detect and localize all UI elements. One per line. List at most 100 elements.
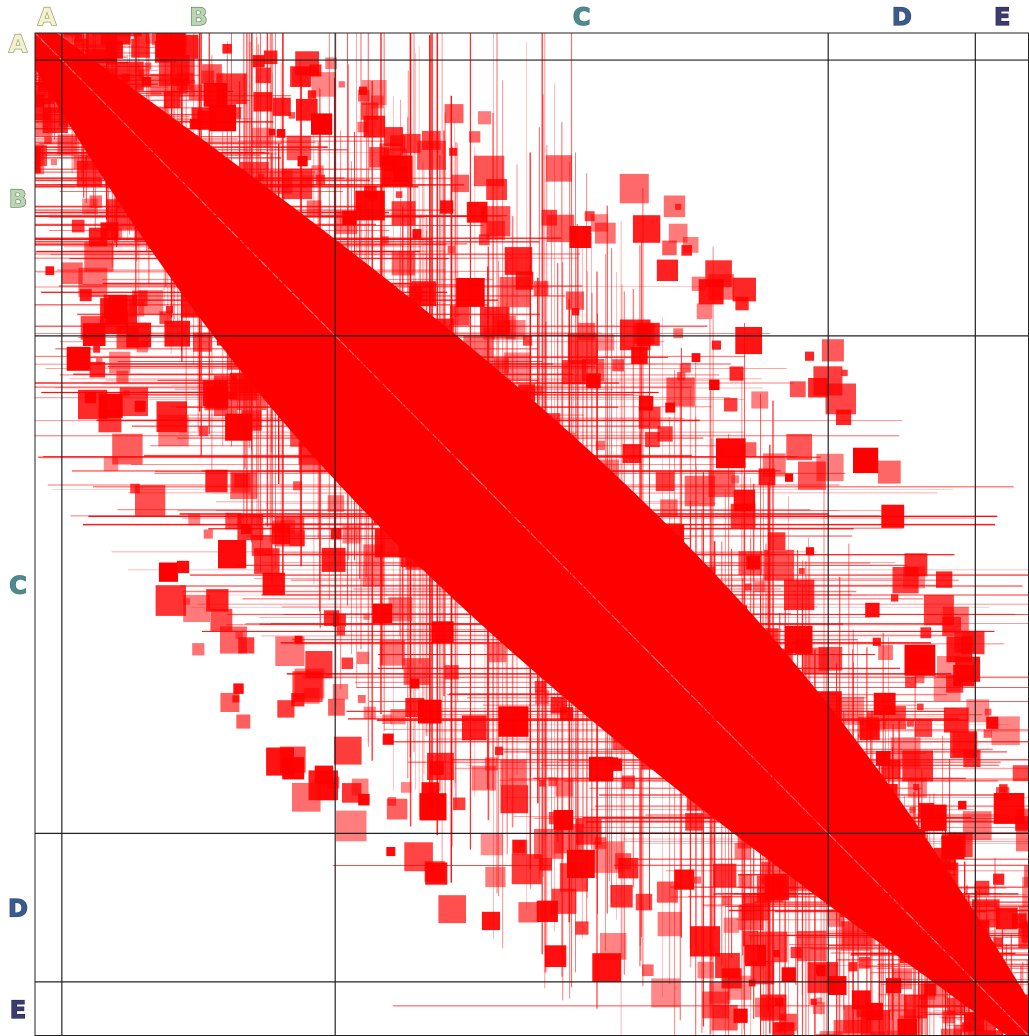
matrix-block: [786, 434, 813, 461]
matrix-block: [188, 84, 205, 101]
matrix-block: [808, 378, 828, 398]
matrix-block: [379, 639, 406, 666]
matrix-block: [709, 379, 720, 390]
matrix-block: [351, 778, 369, 796]
matrix-block: [708, 274, 734, 300]
matrix-block: [383, 148, 407, 172]
matrix-block: [920, 627, 932, 639]
matrix-block: [619, 173, 649, 204]
matrix-block: [1012, 765, 1029, 782]
matrix-block: [444, 104, 464, 124]
matrix-block: [805, 547, 815, 556]
matrix-block: [905, 676, 917, 688]
matrix-block: [311, 68, 319, 76]
matrix-block: [924, 983, 937, 996]
matrix-block: [358, 89, 370, 102]
matrix-block: [690, 926, 720, 957]
matrix-block: [288, 112, 296, 119]
matrix-block: [485, 866, 506, 888]
matrix-block: [156, 401, 187, 433]
matrix-block: [691, 353, 701, 362]
matrix-block: [420, 404, 451, 435]
matrix-block: [914, 719, 933, 737]
matrix-block: [846, 838, 864, 856]
matrix-block: [187, 272, 206, 292]
matrix-block: [594, 222, 616, 244]
matrix-block: [382, 733, 394, 745]
matrix-block: [569, 226, 592, 248]
matrix-block: [810, 998, 817, 1005]
matrix-block: [216, 333, 229, 346]
matrix-block: [865, 602, 880, 618]
matrix-block: [369, 192, 378, 201]
matrix-block: [298, 441, 321, 465]
matrix-block: [612, 359, 625, 372]
matrix-block: [907, 828, 926, 848]
column-hairlines: [35, 33, 1028, 1036]
matrix-block: [758, 468, 776, 486]
matrix-block: [76, 160, 103, 187]
matrix-block: [44, 136, 52, 145]
matrix-block: [6, 97, 14, 105]
matrix-block: [751, 960, 775, 985]
matrix-block: [50, 158, 57, 166]
matrix-block: [188, 513, 201, 526]
matrix-block: [391, 201, 416, 226]
matrix-block: [694, 876, 701, 884]
matrix-block: [105, 155, 134, 184]
matrix-block: [518, 902, 539, 923]
matrix-block: [112, 433, 143, 465]
matrix-block: [6, 80, 26, 100]
row-group-label: C: [9, 572, 27, 600]
matrix-block: [586, 600, 593, 607]
matrix-block: [272, 97, 291, 116]
matrix-block: [172, 261, 187, 277]
matrix-block: [109, 351, 131, 374]
matrix-block: [145, 33, 156, 44]
matrix-block: [473, 389, 500, 416]
matrix-block: [902, 750, 933, 782]
matrix-block: [180, 288, 210, 318]
matrix-block: [827, 976, 847, 995]
matrix-block: [327, 495, 345, 512]
matrix-block: [449, 147, 458, 156]
matrix-block: [89, 195, 103, 208]
matrix-block: [305, 318, 329, 342]
matrix-block: [191, 107, 213, 129]
matrix-block: [155, 585, 186, 616]
matrix-block: [741, 442, 757, 457]
matrix-block: [384, 127, 403, 147]
matrix-block: [812, 1002, 825, 1014]
matrix-block: [210, 608, 233, 631]
matrix-block: [356, 651, 370, 665]
matrix-block: [411, 357, 419, 365]
matrix-block: [712, 1004, 738, 1031]
matrix-block: [660, 499, 678, 518]
matrix-block: [515, 271, 534, 290]
matrix-block: [601, 607, 631, 637]
matrix-block: [10, 127, 23, 140]
matrix-block: [733, 1008, 748, 1023]
matrix-block: [909, 806, 916, 814]
matrix-block: [716, 438, 746, 469]
matrix-block: [262, 291, 285, 314]
matrix-block: [176, 193, 186, 203]
matrix-block: [772, 873, 797, 898]
matrix-block: [35, 94, 45, 108]
matrix-block: [15, 132, 23, 140]
matrix-block: [831, 784, 850, 804]
matrix-block: [996, 787, 1010, 801]
matrix-block: [906, 719, 914, 727]
matrix-block: [565, 291, 584, 310]
matrix-block: [345, 471, 361, 488]
matrix-block: [511, 854, 542, 885]
matrix-block: [135, 485, 166, 516]
matrix-block: [889, 994, 907, 1012]
matrix-block: [594, 837, 607, 849]
matrix-block: [373, 517, 380, 524]
row-group-label: D: [8, 895, 28, 923]
matrix-block: [357, 695, 366, 703]
matrix-block: [721, 968, 742, 989]
matrix-block: [657, 911, 682, 937]
matrix-block: [150, 106, 170, 126]
